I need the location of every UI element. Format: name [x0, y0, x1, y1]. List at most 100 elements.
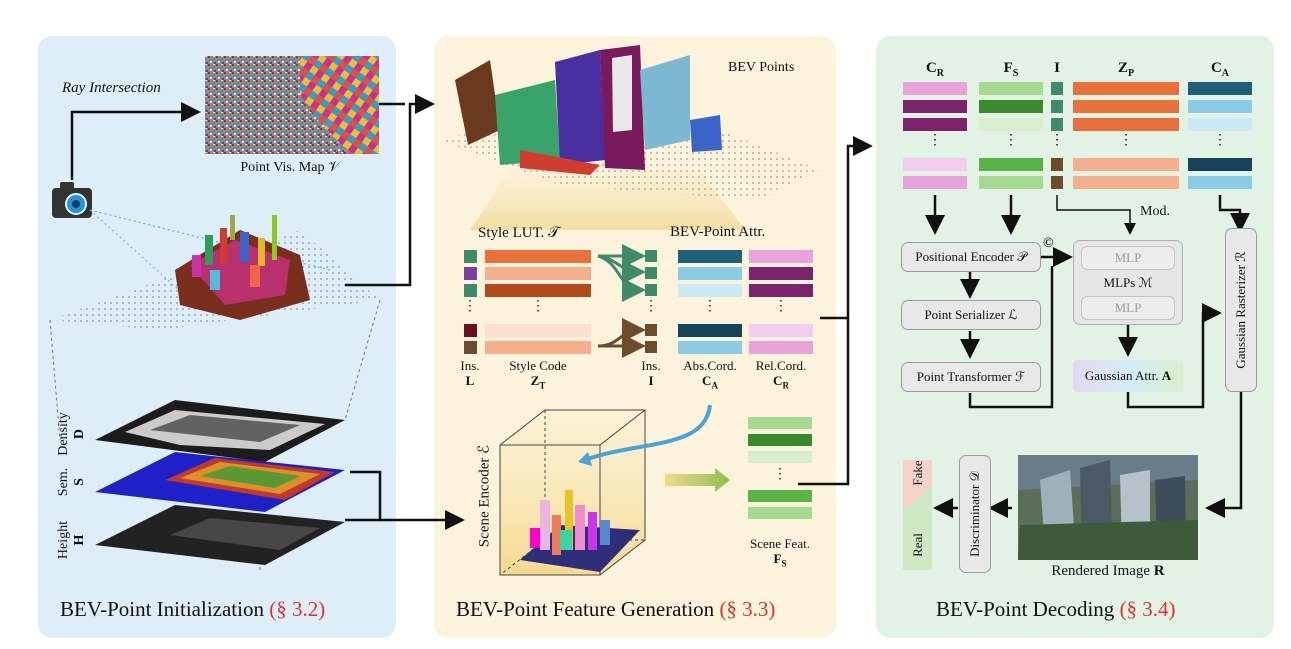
lut-ins-5 — [464, 341, 477, 354]
lut-ins-4 — [464, 324, 477, 337]
discriminator-label: Discriminator 𝒟 — [967, 471, 982, 557]
lut-ins-1 — [464, 250, 477, 263]
semantic-layer — [95, 452, 345, 512]
fake-label: Fake — [910, 460, 925, 486]
style-code-3 — [485, 284, 591, 297]
mlp-block-1: MLP — [1081, 246, 1175, 270]
real-tile — [903, 486, 932, 570]
gaussian-rasterizer-label: Gaussian Rasterizer ℛ — [1233, 251, 1248, 369]
point-serializer-block: Point Serializer ℒ — [901, 300, 1041, 330]
dec-fs-ellipsis: ⋮ — [1004, 133, 1018, 148]
rel-cord-2 — [749, 267, 813, 280]
abs-cord-caption: Abs.Cord. CA — [683, 358, 737, 391]
semantic-layer-label: Sem. S — [56, 467, 87, 497]
abs-cord-1 — [678, 250, 742, 263]
scene-feat-4 — [748, 490, 812, 502]
visibility-map-label: Point Vis. Map 𝒱 — [240, 160, 340, 175]
style-code-1 — [485, 250, 591, 263]
concat-symbol: © — [1043, 236, 1054, 251]
scene-encoder-label: Scene Encoder ℰ — [476, 444, 493, 548]
lut-ins-2 — [464, 267, 477, 280]
dec-cr-4 — [903, 158, 967, 171]
dec-zp-1 — [1073, 82, 1179, 95]
abs-cord-ellipsis: ⋮ — [703, 299, 717, 314]
dec-i-ellipsis: ⋮ — [1050, 133, 1064, 148]
positional-encoder-block: Positional Encoder 𝒫 — [901, 242, 1041, 272]
fake-tile — [903, 460, 932, 512]
rel-cord-5 — [749, 341, 813, 354]
ins-l-caption: Ins. L — [460, 358, 480, 388]
scene-feat-caption: Scene Feat. FS — [750, 536, 810, 569]
style-code-2 — [485, 267, 591, 280]
col-fs-header: FS — [1003, 60, 1019, 79]
lut-ins-ellipsis: ⋮ — [463, 299, 477, 314]
bev-points-label: BEV Points — [728, 60, 795, 75]
dec-i-3 — [1051, 118, 1063, 131]
scene-feat-1 — [748, 417, 812, 429]
discriminator-block: Discriminator 𝒟 — [959, 455, 991, 573]
dec-cr-ellipsis: ⋮ — [928, 133, 942, 148]
dec-fs-3 — [979, 118, 1043, 131]
scene-feat-5 — [748, 507, 812, 519]
col-cr-header: CR — [925, 60, 945, 79]
style-code-caption: Style Code ZT — [509, 358, 567, 391]
ray-intersection-label: Ray Intersection — [62, 80, 161, 96]
visibility-map-image — [205, 56, 379, 154]
dec-ca-5 — [1188, 176, 1252, 189]
height-layer-label: Height H — [56, 520, 87, 560]
dec-fs-2 — [979, 100, 1043, 113]
rel-cord-3 — [749, 284, 813, 297]
bev-point-attr-label: BEV-Point Attr. — [670, 224, 766, 240]
col-ca-header: CA — [1210, 60, 1230, 79]
rendered-image — [1018, 455, 1198, 560]
density-layer — [95, 400, 345, 462]
attr-ins-5 — [645, 341, 657, 353]
bev-points-city — [440, 45, 820, 200]
abs-cord-3 — [678, 284, 742, 297]
initialization-title: BEV-Point Initialization (§ 3.2) — [60, 597, 326, 621]
dec-cr-3 — [903, 118, 967, 131]
rel-cord-ellipsis: ⋮ — [774, 299, 788, 314]
dec-i-1 — [1051, 82, 1063, 95]
feature-generation-title: BEV-Point Feature Generation (§ 3.3) — [456, 597, 776, 621]
abs-cord-5 — [678, 341, 742, 354]
dec-zp-5 — [1073, 176, 1179, 189]
dec-i-5 — [1051, 176, 1063, 189]
style-code-5 — [485, 341, 591, 354]
scene-feat-3 — [748, 451, 812, 463]
scene-feat-2 — [748, 434, 812, 446]
mod-label: Mod. — [1140, 204, 1170, 219]
col-zp-header: ZP — [1117, 60, 1135, 79]
attr-ins-4 — [645, 324, 657, 336]
point-transformer-block: Point Transformer ℱ — [901, 362, 1041, 392]
gaussian-attr-block: Gaussian Attr. A — [1073, 360, 1183, 392]
ins-i-caption: Ins. I — [641, 358, 661, 388]
dec-cr-2 — [903, 100, 967, 113]
abs-cord-4 — [678, 324, 742, 337]
bev-point-cloud-init — [50, 215, 380, 330]
height-layer — [95, 505, 345, 565]
dec-i-4 — [1051, 158, 1063, 171]
rendered-image-caption: Rendered Image R — [1051, 563, 1165, 579]
attr-ins-ellipsis: ⋮ — [644, 299, 658, 314]
attr-ins-1 — [645, 250, 657, 262]
dec-zp-ellipsis: ⋮ — [1119, 133, 1133, 148]
style-code-ellipsis: ⋮ — [531, 299, 545, 314]
scene-feat-ellipsis: ⋮ — [773, 467, 787, 482]
dec-fs-4 — [979, 158, 1043, 171]
rel-cord-1 — [749, 250, 813, 263]
abs-cord-2 — [678, 267, 742, 280]
real-label: Real — [910, 533, 925, 557]
dec-fs-5 — [979, 176, 1043, 189]
dec-cr-1 — [903, 82, 967, 95]
style-lut-label: Style LUT. 𝒯 — [478, 225, 560, 241]
dec-zp-2 — [1073, 100, 1179, 113]
lut-ins-3 — [464, 284, 477, 297]
col-i-header: I — [1054, 60, 1060, 76]
dec-i-2 — [1051, 100, 1063, 113]
style-code-4 — [485, 324, 591, 337]
dec-zp-4 — [1073, 158, 1179, 171]
gaussian-rasterizer-block: Gaussian Rasterizer ℛ — [1225, 228, 1257, 392]
dec-cr-5 — [903, 176, 967, 189]
